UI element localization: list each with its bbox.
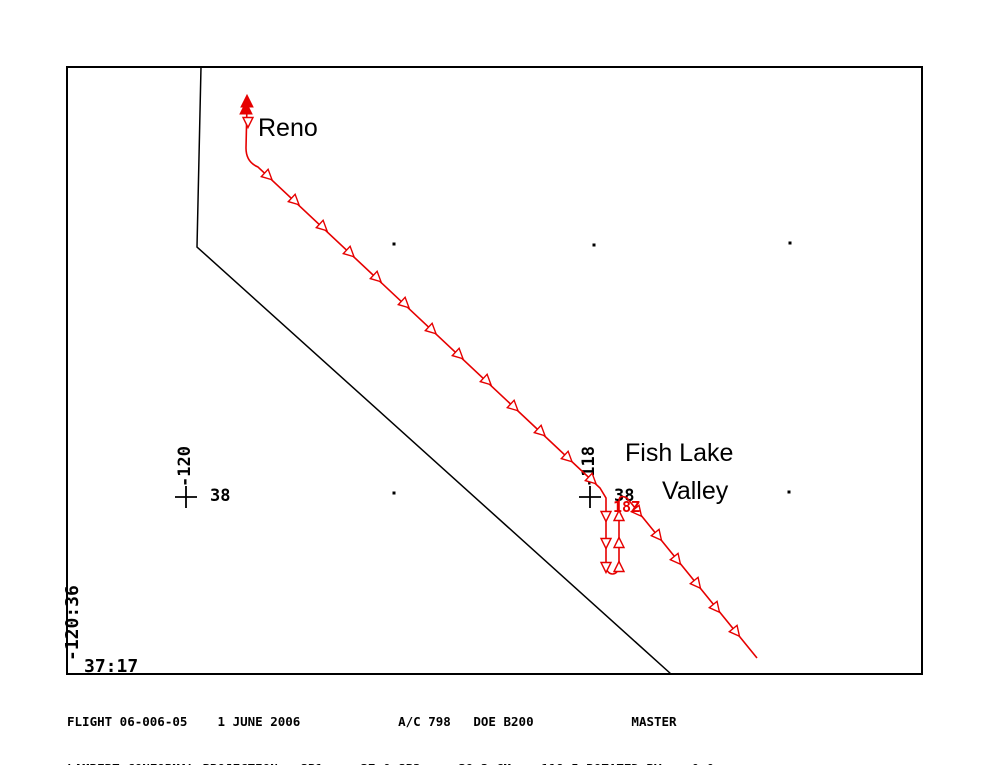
graticule-dot <box>392 491 396 495</box>
time-tick-arrow <box>560 449 574 463</box>
time-tick-arrow <box>649 528 663 542</box>
time-tick-arrow <box>479 372 493 386</box>
time-tick-arrow <box>688 576 702 590</box>
time-tick-arrow <box>599 561 613 575</box>
time-tick-arrow <box>506 398 520 412</box>
time-tick-arrow <box>533 423 547 437</box>
place-label-reno: Reno <box>258 114 318 142</box>
time-tick-arrow <box>397 295 411 309</box>
time-tick-arrow <box>612 535 626 549</box>
graticule-dot <box>592 243 596 247</box>
time-tick-arrow <box>315 218 329 232</box>
time-tick-arrow <box>668 552 682 566</box>
time-tick-arrow <box>612 559 626 573</box>
time-tick-arrow <box>342 244 356 258</box>
latitude-label: 38 <box>210 486 230 506</box>
time-tick-arrow <box>241 116 255 130</box>
time-tick-arrow <box>629 504 643 518</box>
track-start-arrow <box>239 100 253 115</box>
graticule-dot <box>788 241 792 245</box>
place-label-valley: Valley <box>662 477 729 505</box>
track-time-label: 18Z <box>613 498 640 516</box>
graticule-cross: -120 38 <box>175 446 230 508</box>
time-tick-arrow <box>287 192 301 206</box>
time-tick-arrow <box>424 321 438 335</box>
time-tick-arrow <box>599 537 613 551</box>
time-tick-arrow <box>584 471 598 485</box>
time-tick-arrow <box>707 600 721 614</box>
plot-footer: FLIGHT 06-006-05 1 JUNE 2006 A/C 798 DOE… <box>67 683 714 765</box>
map-frame <box>66 66 923 675</box>
state-boundary-line <box>196 66 672 675</box>
time-tick-arrow <box>260 167 274 181</box>
time-tick-arrow <box>727 624 741 638</box>
flight-track <box>239 93 758 659</box>
footer-line-flight: FLIGHT 06-006-05 1 JUNE 2006 A/C 798 DOE… <box>67 714 677 729</box>
corner-label-longitude: -120:36 <box>62 585 83 661</box>
place-label-fish-lake: Fish Lake <box>625 439 733 467</box>
time-tick-arrow <box>451 346 465 360</box>
graticule-dot <box>787 490 791 494</box>
footer-line-projection: LAMBERT CONFORMAL PROJECTION: SP1 = 37.0… <box>67 761 714 765</box>
corner-label-latitude: 37:17 <box>84 656 138 677</box>
time-tick-arrow <box>599 510 613 524</box>
graticule-dot <box>392 242 396 246</box>
time-tick-arrow <box>612 508 626 522</box>
time-tick-arrow <box>369 269 383 283</box>
longitude-label: -120 <box>175 446 195 487</box>
